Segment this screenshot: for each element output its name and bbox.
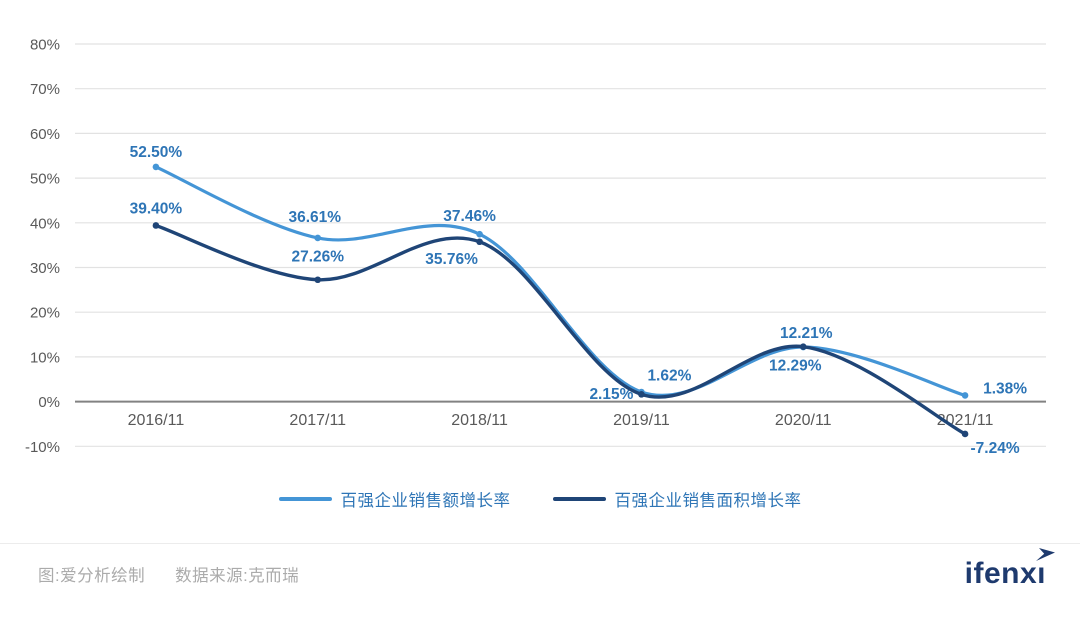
data-label: 27.26% xyxy=(291,249,344,266)
line-chart: 80% 70% 60% 50% 40% 30% 20% 10% 0% -10% 2016/11 201… xyxy=(25,37,1046,457)
footer-credits: 图:爱分析绘制 数据来源:克而瑞 xyxy=(38,562,299,586)
data-point-marker xyxy=(961,392,969,399)
data-point-marker xyxy=(476,230,483,238)
logo-arrow-icon xyxy=(1036,547,1056,561)
chart-legend: 百强企业销售额增长率 百强企业销售面积增长率 xyxy=(0,487,1080,511)
data-point-marker xyxy=(152,222,160,229)
y-tick-label: 40% xyxy=(30,215,60,232)
data-point-marker xyxy=(638,391,645,398)
x-tick-label: 2018/11 xyxy=(451,412,508,429)
x-tick-label: 2019/11 xyxy=(613,412,670,429)
y-tick-label: 30% xyxy=(30,260,60,277)
data-label: 1.62% xyxy=(647,367,691,384)
y-tick-label: 50% xyxy=(30,171,60,188)
logo-last-letter: ı xyxy=(1036,547,1056,589)
data-label: 12.21% xyxy=(780,325,833,342)
x-tick-label: 2020/11 xyxy=(775,412,832,429)
x-tick-label: 2017/11 xyxy=(289,412,346,429)
y-tick-label: 80% xyxy=(30,37,60,54)
y-tick-label: 0% xyxy=(38,394,60,411)
data-source: 数据来源:克而瑞 xyxy=(175,566,300,585)
ifenxi-logo: ifenxı xyxy=(964,547,1056,590)
data-label: 37.46% xyxy=(443,208,496,225)
data-point-marker xyxy=(314,234,322,242)
y-tick-label: 70% xyxy=(30,81,60,98)
data-point-marker xyxy=(152,163,160,171)
footer: 图:爱分析绘制 数据来源:克而瑞 ifenxı xyxy=(0,543,1080,617)
series-line-1 xyxy=(154,223,967,436)
chart-credit: 图:爱分析绘制 xyxy=(38,566,146,585)
logo-text: ifenx xyxy=(964,556,1038,590)
legend-line-swatch-sales-amount xyxy=(278,497,332,501)
y-tick-label: -10% xyxy=(25,439,60,456)
data-label: 36.61% xyxy=(288,209,341,226)
data-label: -7.24% xyxy=(971,440,1020,457)
x-tick-label: 2016/11 xyxy=(128,412,185,429)
y-tick-label: 20% xyxy=(30,305,60,322)
data-point-marker xyxy=(314,276,322,284)
data-label: 2.15% xyxy=(589,386,633,403)
series-line-0 xyxy=(154,165,967,398)
data-point-marker xyxy=(799,343,807,350)
legend-line-swatch-sales-area xyxy=(552,497,606,501)
y-tick-label: 60% xyxy=(30,126,60,143)
data-label: 1.38% xyxy=(983,380,1027,397)
data-label: 52.50% xyxy=(130,144,183,161)
legend-item-sales-area: 百强企业销售面积增长率 xyxy=(552,487,802,511)
data-label: 35.76% xyxy=(425,251,478,268)
legend-item-sales-amount: 百强企业销售额增长率 xyxy=(278,487,511,511)
legend-label-sales-area: 百强企业销售面积增长率 xyxy=(614,492,802,510)
data-label: 39.40% xyxy=(130,200,183,217)
legend-label-sales-amount: 百强企业销售额增长率 xyxy=(340,492,511,510)
y-tick-label: 10% xyxy=(30,349,60,366)
data-point-marker xyxy=(476,238,483,246)
data-point-marker xyxy=(961,430,969,438)
data-label: 12.29% xyxy=(769,358,822,375)
